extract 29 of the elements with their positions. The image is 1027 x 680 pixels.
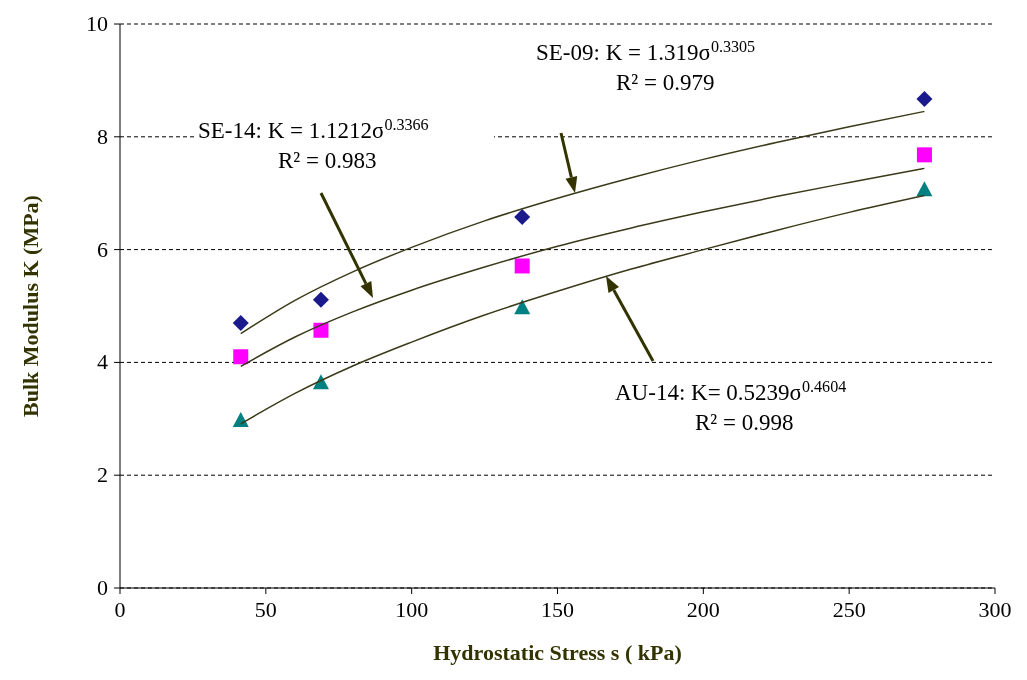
x-tick-label: 50 [254, 597, 277, 622]
x-tick-label: 100 [395, 597, 429, 622]
point [313, 322, 329, 338]
point [916, 91, 933, 108]
point [514, 208, 531, 225]
annotation: SE-14: K = 1.1212σ$^{0.3366}$ R² = 0.983 [198, 115, 429, 173]
annotation: SE-09: K = 1.319σ$^{0.3305}$ R² = 0.979 [536, 37, 756, 95]
y-tick-label: 8 [97, 123, 108, 149]
y-tick-label: 4 [97, 349, 108, 375]
point [916, 147, 932, 163]
y-tick-label: 2 [97, 462, 108, 488]
point [232, 314, 249, 331]
point [514, 299, 531, 315]
x-tick-label: 200 [686, 597, 720, 622]
point [233, 349, 249, 365]
point [916, 181, 933, 197]
point [312, 291, 329, 308]
x-axis-title: Hydrostatic Stress s ( kPa) [433, 640, 682, 665]
y-tick-label: 10 [86, 11, 108, 36]
x-tick-label: 0 [114, 597, 126, 622]
x-tick-label: 250 [832, 597, 866, 622]
y-axis-title: Bulk Modulus K (MPa) [18, 195, 43, 417]
x-tick-label: 150 [541, 597, 574, 622]
point [514, 258, 530, 274]
y-tick-label: 0 [97, 575, 108, 600]
x-tick-label: 300 [978, 597, 1012, 622]
y-tick-label: 6 [97, 236, 108, 262]
annotation: AU-14: K= 0.5239σ$^{0.4604}$ R² = 0.998 [615, 377, 847, 435]
point [232, 411, 249, 427]
